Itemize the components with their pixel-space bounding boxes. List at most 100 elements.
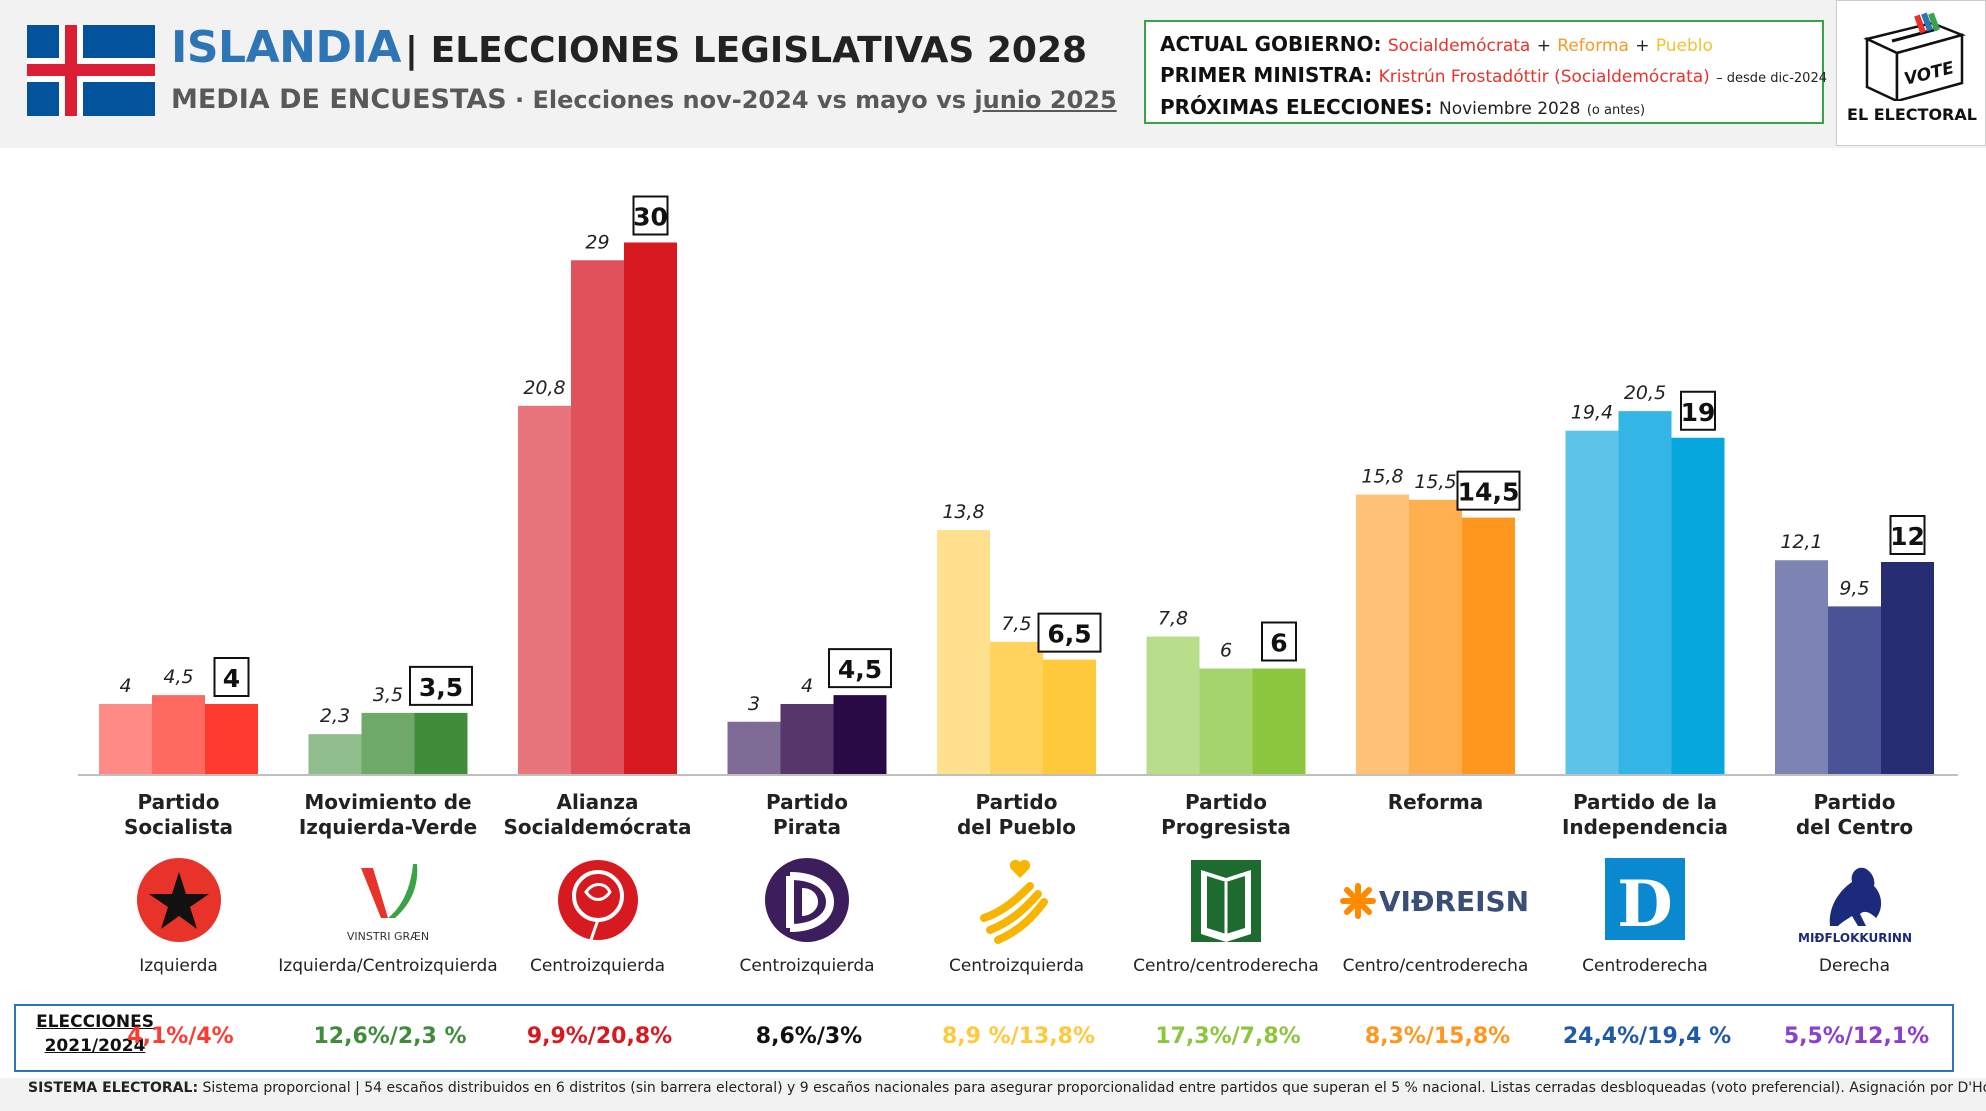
latest-value-label-9: 12 (1890, 522, 1925, 551)
party-name-line1: Partido (137, 790, 220, 814)
bar-8-1 (1565, 430, 1619, 775)
latest-value-label-6: 6 (1270, 629, 1287, 658)
electoral-system-text: Sistema proporcional | 54 escaños distri… (198, 1080, 1986, 1096)
svg-text:D: D (1617, 867, 1673, 942)
plus-sign: + (1536, 36, 1551, 56)
next-elections-row: PRÓXIMAS ELECCIONES: Noviembre 2028 (o a… (1160, 93, 1808, 125)
party-ideology-8: Centroderecha (1582, 956, 1708, 976)
value-label-7-2: 15,5 (1414, 471, 1456, 493)
party-name-line1: Movimiento de (304, 790, 472, 814)
value-label-4-1: 3 (748, 693, 760, 715)
plus-sign: + (1635, 36, 1650, 56)
bar-3-3 (624, 242, 677, 775)
party-name-line2: Independencia (1561, 815, 1728, 839)
bar-5-1 (937, 530, 990, 775)
party-ideology-5: Centroizquierda (948, 956, 1085, 976)
latest-value-box-5 (1037, 612, 1102, 653)
latest-value-box-6 (1261, 621, 1297, 662)
bar-6-2 (1199, 668, 1253, 775)
party-name-line2: del Centro (1795, 815, 1914, 839)
party-ideology-1: Izquierda (139, 956, 218, 976)
value-label-1-1: 4 (119, 675, 131, 697)
latest-value-box-7 (1456, 470, 1521, 511)
party-name-line2: Pirata (773, 815, 841, 839)
bar-2-1 (308, 734, 362, 775)
results-label: ELECCIONES 2021/2024 (30, 1010, 160, 1058)
latest-value-box-9 (1889, 515, 1926, 555)
value-label-6-1: 7,8 (1158, 608, 1188, 630)
value-label-9-1: 12,1 (1780, 531, 1822, 553)
bar-5-2 (990, 641, 1043, 775)
latest-value-label-5: 6,5 (1047, 620, 1091, 649)
party-name-6: Partido Progresista (1111, 790, 1341, 840)
bar-6-3 (1252, 668, 1306, 775)
party-ideology-3: Centroizquierda (529, 956, 666, 976)
party-name-line2: Socialdemócrata (503, 815, 692, 839)
previous-result-6: 17,3%/7,8% (1155, 1024, 1301, 1049)
party-name-5: Partido del Pueblo (902, 790, 1132, 840)
value-label-4-2: 4 (801, 675, 813, 697)
bar-9-3 (1881, 562, 1934, 775)
party-name-line2: Socialista (123, 815, 234, 839)
party-ideology-7: Centro/centroderecha (1342, 956, 1529, 976)
subtitle-main: MEDIA DE ENCUESTAS (171, 84, 507, 115)
party-name-line1: Reforma (1387, 790, 1484, 814)
bar-8-2 (1618, 411, 1672, 775)
book-icon (1171, 856, 1281, 946)
next-elections-value: Noviembre 2028 (1439, 99, 1581, 119)
iceland-flag-icon (27, 25, 155, 116)
bar-9-1 (1775, 560, 1828, 775)
party-name-line2: del Pueblo (956, 815, 1077, 839)
value-label-7-1: 15,8 (1361, 466, 1403, 488)
bar-7-1 (1356, 494, 1409, 775)
bar-7-3 (1462, 517, 1515, 775)
party-name-4: Partido Pirata (692, 790, 922, 840)
hand-heart-icon (962, 856, 1072, 946)
page-title: ISLANDIA | ELECCIONES LEGISLATIVAS 2028 (171, 22, 1087, 73)
latest-value-label-3: 30 (633, 203, 668, 232)
rose-icon (543, 856, 653, 946)
results-label-line1: ELECCIONES (36, 1012, 154, 1032)
previous-result-2: 12,6%/2,3 % (313, 1024, 467, 1049)
prime-minister-label: PRIMER MINISTRA: (1160, 63, 1373, 87)
el-electoral-logo: VOTE EL ELECTORAL (1836, 0, 1986, 146)
latest-value-box-1 (213, 657, 250, 697)
vinstri-graen-logo: VINSTRI GRÆN (333, 856, 443, 946)
brand-name: EL ELECTORAL (1847, 105, 1977, 124)
party-name-line1: Alianza (556, 790, 639, 814)
value-label-8-2: 20,5 (1624, 382, 1666, 404)
party-name-9: Partido del Centro (1740, 790, 1970, 840)
subtitle-detail: Elecciones nov-2024 vs mayo vs (532, 86, 975, 114)
latest-value-label-8: 19 (1681, 398, 1716, 427)
prime-minister-since: – desde dic-2024 (1716, 71, 1827, 86)
latest-value-label-7: 14,5 (1458, 478, 1520, 507)
bar-1-1 (99, 704, 152, 775)
bar-3-2 (571, 260, 624, 775)
bar-9-2 (1828, 606, 1881, 775)
page-subtitle: MEDIA DE ENCUESTAS · Elecciones nov-2024… (171, 84, 1117, 115)
value-label-6-2: 6 (1220, 640, 1232, 662)
party-name-1: Partido Socialista (64, 790, 294, 840)
party-name-8: Partido de la Independencia (1530, 790, 1760, 840)
value-label-2-2: 3,5 (373, 684, 403, 706)
latest-value-box-4 (828, 648, 892, 689)
bar-2-2 (361, 712, 415, 775)
party-name-2: Movimiento de Izquierda-Verde (273, 790, 503, 840)
bar-6-1 (1146, 636, 1200, 775)
ballot-box-icon: VOTE (1863, 12, 1966, 103)
previous-result-3: 9,9%/20,8% (526, 1024, 673, 1049)
svg-text:VINSTRI GRÆN: VINSTRI GRÆN (347, 930, 429, 943)
party-name-line1: Partido de la (1572, 790, 1718, 814)
title-rest: | ELECCIONES LEGISLATIVAS 2028 (404, 30, 1088, 71)
next-elections-label: PRÓXIMAS ELECCIONES: (1160, 95, 1433, 119)
socialist-star-icon (124, 856, 234, 946)
subtitle-separator: · (506, 86, 533, 114)
previous-result-5: 8,9 %/13,8% (941, 1024, 1096, 1049)
bar-4-1 (727, 721, 781, 775)
title-country: ISLANDIA (171, 22, 401, 73)
electoral-system-label: SISTEMA ELECTORAL: (28, 1080, 199, 1096)
previous-result-7: 8,3%/15,8% (1364, 1024, 1511, 1049)
next-elections-note: (o antes) (1586, 103, 1646, 118)
previous-result-8: 24,4%/19,4 % (1562, 1024, 1732, 1049)
value-label-8-1: 19,4 (1571, 402, 1613, 424)
